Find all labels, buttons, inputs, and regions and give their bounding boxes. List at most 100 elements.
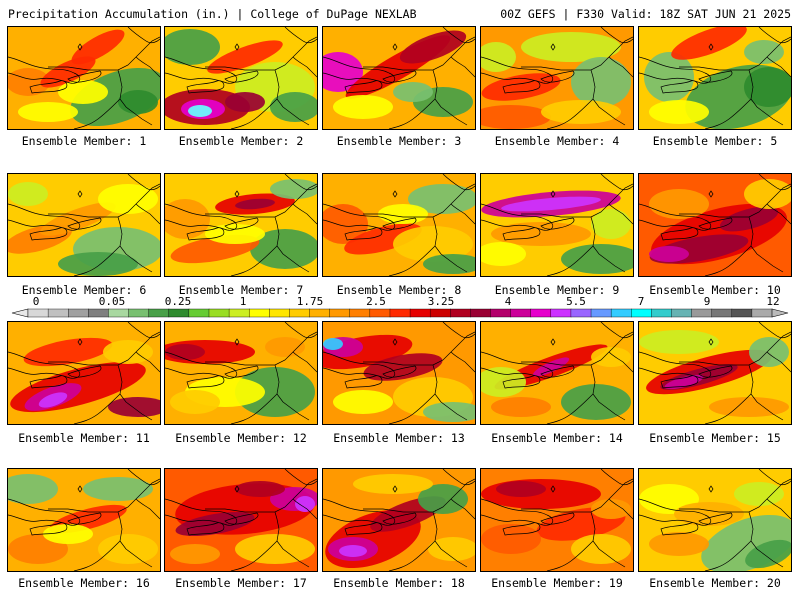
colorbar-swatch xyxy=(450,308,471,318)
colorbar-swatch xyxy=(128,308,150,318)
precipitation-contour xyxy=(235,534,315,564)
precipitation-contour xyxy=(664,374,704,390)
map-boundaries xyxy=(323,469,475,571)
colorbar-tick-label: 4 xyxy=(505,295,512,308)
map-boundaries xyxy=(639,27,791,129)
precipitation-map xyxy=(8,174,160,276)
map-boundaries xyxy=(639,322,791,424)
precipitation-contour xyxy=(571,57,631,107)
ensemble-map-panel xyxy=(480,321,634,425)
colorbar-tick-label: 9 xyxy=(704,295,711,308)
ensemble-member-label: Ensemble Member: 17 xyxy=(175,576,307,590)
ensemble-map-panel xyxy=(164,26,318,130)
map-boundaries xyxy=(639,174,791,276)
precipitation-contour xyxy=(265,337,305,357)
precipitation-contour xyxy=(170,390,220,414)
precipitation-contour xyxy=(649,189,709,219)
precipitation-contour xyxy=(344,223,422,255)
precipitation-contour xyxy=(481,73,561,101)
colorbar-swatch xyxy=(148,308,170,318)
precipitation-contour xyxy=(408,184,475,214)
ensemble-member-label: Ensemble Member: 15 xyxy=(649,431,781,445)
ensemble-map-panel xyxy=(638,26,792,130)
map-boundaries xyxy=(165,174,317,276)
colorbar-swatch xyxy=(108,308,130,318)
ensemble-member-label: Ensemble Member: 1 xyxy=(21,134,147,148)
ensemble-map-panel xyxy=(638,321,792,425)
precipitation-contour xyxy=(323,338,343,350)
colorbar-swatch xyxy=(711,308,733,318)
precipitation-contour xyxy=(323,52,363,92)
precipitation-contour xyxy=(561,384,631,420)
colorbar-swatch xyxy=(409,308,431,318)
precipitation-contour xyxy=(270,92,317,122)
precipitation-contour xyxy=(591,209,631,239)
chart-title: Precipitation Accumulation (in.) | Colle… xyxy=(8,7,417,21)
ensemble-map-panel xyxy=(7,26,161,130)
map-boundaries xyxy=(481,27,633,129)
precipitation-contour xyxy=(481,242,526,266)
precipitation-contour xyxy=(532,357,570,377)
precipitation-contour xyxy=(23,337,113,367)
precipitation-contour xyxy=(8,474,58,504)
precipitation-contour xyxy=(561,244,633,274)
ensemble-member-label: Ensemble Member: 16 xyxy=(18,576,150,590)
colorbar-swatch xyxy=(228,308,250,318)
ensemble-member-label: Ensemble Member: 5 xyxy=(652,134,778,148)
colorbar-swatch xyxy=(168,308,190,318)
precipitation-contour xyxy=(339,545,367,557)
map-boundaries xyxy=(323,174,475,276)
colorbar-swatch xyxy=(208,308,230,318)
precipitation-contour xyxy=(235,481,285,497)
colorbar-tick-label: 3.25 xyxy=(428,295,455,308)
precipitation-map xyxy=(639,27,791,129)
ensemble-map-panel xyxy=(322,468,476,572)
precipitation-contour xyxy=(709,397,789,417)
precipitation-contour xyxy=(98,534,158,564)
precipitation-map xyxy=(481,174,633,276)
colorbar-tick-label: 5.5 xyxy=(566,295,586,308)
colorbar-swatch xyxy=(68,308,89,318)
precipitation-contour xyxy=(98,184,158,214)
precipitation-map xyxy=(8,322,160,424)
precipitation-map xyxy=(639,469,791,571)
precipitation-contour xyxy=(649,246,689,262)
colorbar-swatch xyxy=(88,308,109,318)
colorbar-tick-label: 0 xyxy=(33,295,40,308)
precipitation-contour xyxy=(591,499,631,519)
colorbar-tick-label: 1 xyxy=(240,295,247,308)
precipitation-contour xyxy=(235,198,275,210)
precipitation-contour xyxy=(491,397,551,417)
precipitation-contour xyxy=(639,330,719,354)
ensemble-map-panel xyxy=(480,26,634,130)
colorbar-swatch xyxy=(731,308,753,318)
precipitation-contour xyxy=(481,105,551,129)
precipitation-contour xyxy=(481,524,541,554)
map-boundaries xyxy=(639,469,791,571)
colorbar-tick-label: 1.75 xyxy=(297,295,324,308)
precipitation-contour xyxy=(295,496,315,512)
ensemble-member-label: Ensemble Member: 7 xyxy=(178,283,304,297)
precipitation-contour xyxy=(170,544,220,564)
precipitation-contour xyxy=(18,102,78,122)
valid-time-label: 00Z GEFS | F330 Valid: 18Z SAT JUN 21 20… xyxy=(500,7,791,21)
colorbar-swatch xyxy=(631,308,652,318)
precipitation-contour xyxy=(378,204,428,224)
colorbar-swatch xyxy=(188,308,210,318)
map-boundaries xyxy=(8,322,160,424)
precipitation-contour xyxy=(43,524,93,544)
colorbar-swatch xyxy=(389,308,411,318)
precipitation-contour xyxy=(671,27,747,60)
precipitation-contour xyxy=(393,82,433,102)
precipitation-contour xyxy=(188,105,212,117)
map-boundaries xyxy=(165,322,317,424)
ensemble-member-label: Ensemble Member: 11 xyxy=(18,431,150,445)
precipitation-map xyxy=(8,469,160,571)
ensemble-map-panel xyxy=(7,173,161,277)
colorbar-swatch xyxy=(47,308,69,318)
ensemble-map-panel xyxy=(638,173,792,277)
precipitation-contour xyxy=(749,337,789,367)
precipitation-colorbar: 0 0.05 0.25 1 1.75 2.5 3.25 4 5.5 7 9 12 xyxy=(11,295,789,318)
colorbar-swatch xyxy=(590,308,612,318)
precipitation-contour xyxy=(418,484,468,514)
